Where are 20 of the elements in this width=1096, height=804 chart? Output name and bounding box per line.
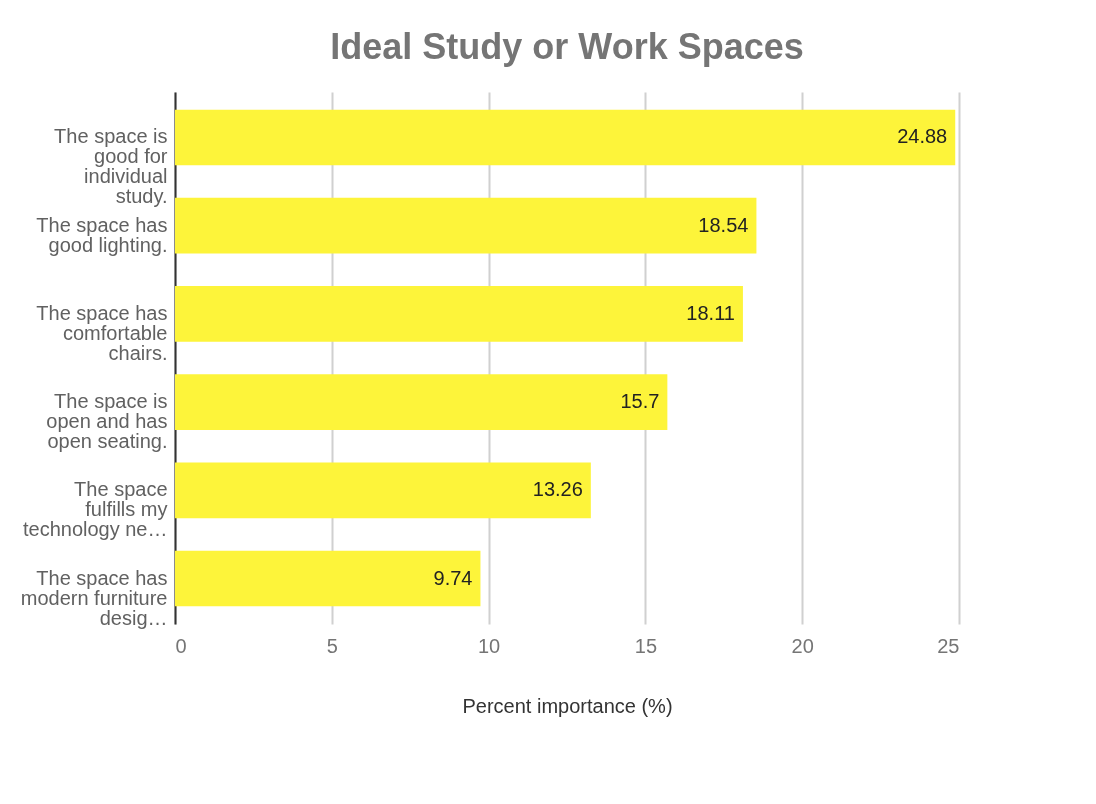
data-label: 18.11	[686, 301, 735, 324]
data-label: 9.74	[433, 566, 473, 589]
data-label: 13.26	[532, 478, 583, 501]
x-axis-title: Percent importance (%)	[462, 694, 673, 717]
x-tick-label: 0	[175, 634, 187, 657]
y-tick-label: The space has comfortable chairs.	[36, 301, 168, 364]
x-tick-label: 25	[937, 634, 960, 657]
x-tick-label: 5	[326, 634, 338, 657]
y-tick-label: The space is good for individual study.	[54, 125, 168, 208]
y-tick-label: The space has good lighting.	[36, 213, 168, 256]
y-tick-label: The space fulfills my technology ne…	[22, 478, 168, 541]
data-label: 24.88	[897, 125, 948, 148]
x-tick-label: 10	[477, 634, 501, 657]
y-tick-label: The space has modern furniture desig…	[20, 566, 168, 629]
x-tick-label: 15	[634, 634, 658, 657]
data-label: 15.7	[620, 390, 660, 413]
x-tick-label: 20	[791, 634, 814, 657]
y-tick-label: The space is open and has open seating.	[46, 390, 168, 453]
data-label: 18.54	[698, 213, 749, 236]
chart-title: Ideal Study or Work Spaces	[330, 26, 804, 67]
